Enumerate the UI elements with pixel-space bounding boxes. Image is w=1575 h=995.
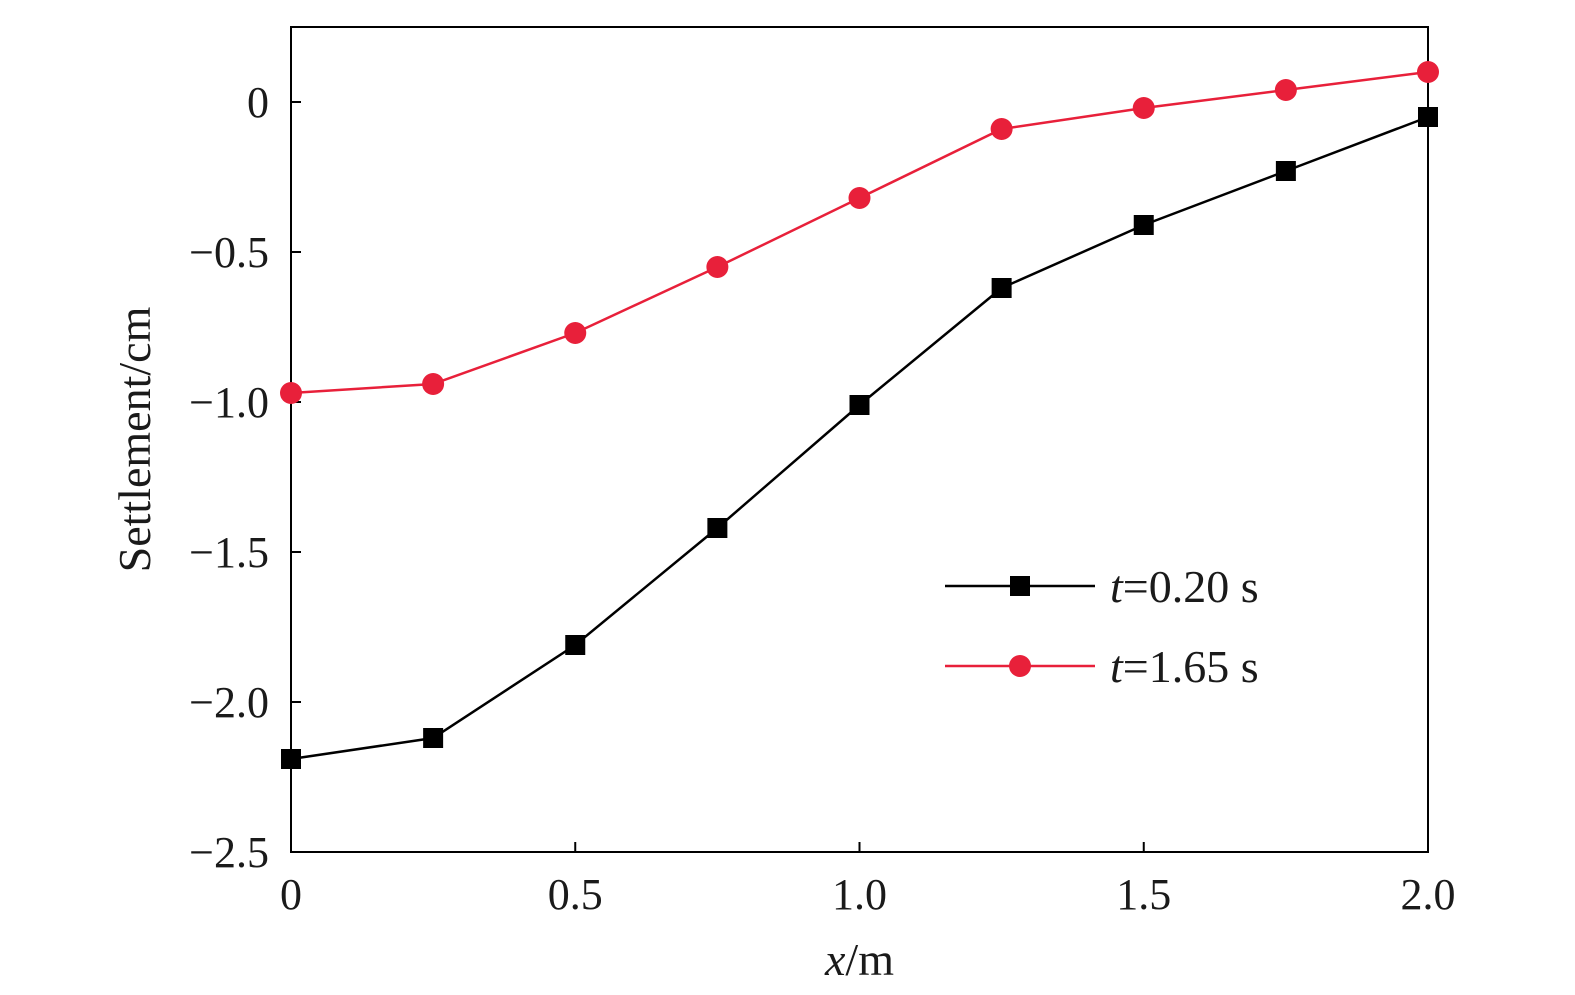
x-axis-label: x/m xyxy=(824,934,894,985)
data-point xyxy=(707,518,728,538)
y-tick-label: −2.0 xyxy=(189,678,269,727)
data-point xyxy=(1417,61,1439,83)
series-1 xyxy=(281,107,1438,769)
data-point xyxy=(565,635,586,655)
data-point xyxy=(991,278,1012,298)
x-tick-label: 0 xyxy=(280,870,302,919)
data-point xyxy=(423,728,444,748)
legend-label: t=0.20 s xyxy=(1110,561,1259,612)
x-tick-label: 2.0 xyxy=(1401,870,1456,919)
data-point xyxy=(849,395,870,415)
y-tick-label: −2.5 xyxy=(189,828,269,877)
y-tick-label: −1.5 xyxy=(189,528,269,577)
x-tick-label: 1.0 xyxy=(832,870,887,919)
legend-marker xyxy=(1010,576,1030,596)
y-tick-label: −0.5 xyxy=(189,228,269,277)
data-point xyxy=(1133,215,1154,235)
data-point xyxy=(280,382,302,404)
data-point xyxy=(281,749,301,769)
data-point xyxy=(422,373,445,395)
series xyxy=(280,61,1439,769)
axes: x/m Settlement/cm xyxy=(109,26,1429,985)
legend-entry-1: t=0.20 s xyxy=(945,561,1259,612)
data-point xyxy=(706,256,729,278)
legend: t=0.20 s t=1.65 s xyxy=(945,561,1259,692)
data-point xyxy=(564,322,587,344)
y-tick-label: −1.0 xyxy=(189,378,269,427)
series-2 xyxy=(280,61,1439,404)
data-point xyxy=(1418,107,1438,127)
x-tick-label: 0.5 xyxy=(548,870,603,919)
data-point xyxy=(1132,97,1155,119)
legend-entry-2: t=1.65 s xyxy=(945,641,1259,692)
series-line xyxy=(290,70,1429,395)
ticks: 0 0.5 1.0 1.5 2.0 0 −0.5 −1.0 −1.5 −2.0 −2.5 xyxy=(189,78,1455,919)
plot-frame xyxy=(290,26,1429,853)
x-tick-label: 1.5 xyxy=(1116,870,1171,919)
legend-label: t=1.65 s xyxy=(1110,641,1259,692)
data-point xyxy=(848,187,871,209)
y-tick-label: 0 xyxy=(247,78,269,127)
y-axis-label: Settlement/cm xyxy=(109,306,160,572)
data-point xyxy=(990,118,1013,140)
legend-marker xyxy=(1009,655,1031,677)
data-point xyxy=(1275,161,1296,181)
data-point xyxy=(1274,79,1297,101)
